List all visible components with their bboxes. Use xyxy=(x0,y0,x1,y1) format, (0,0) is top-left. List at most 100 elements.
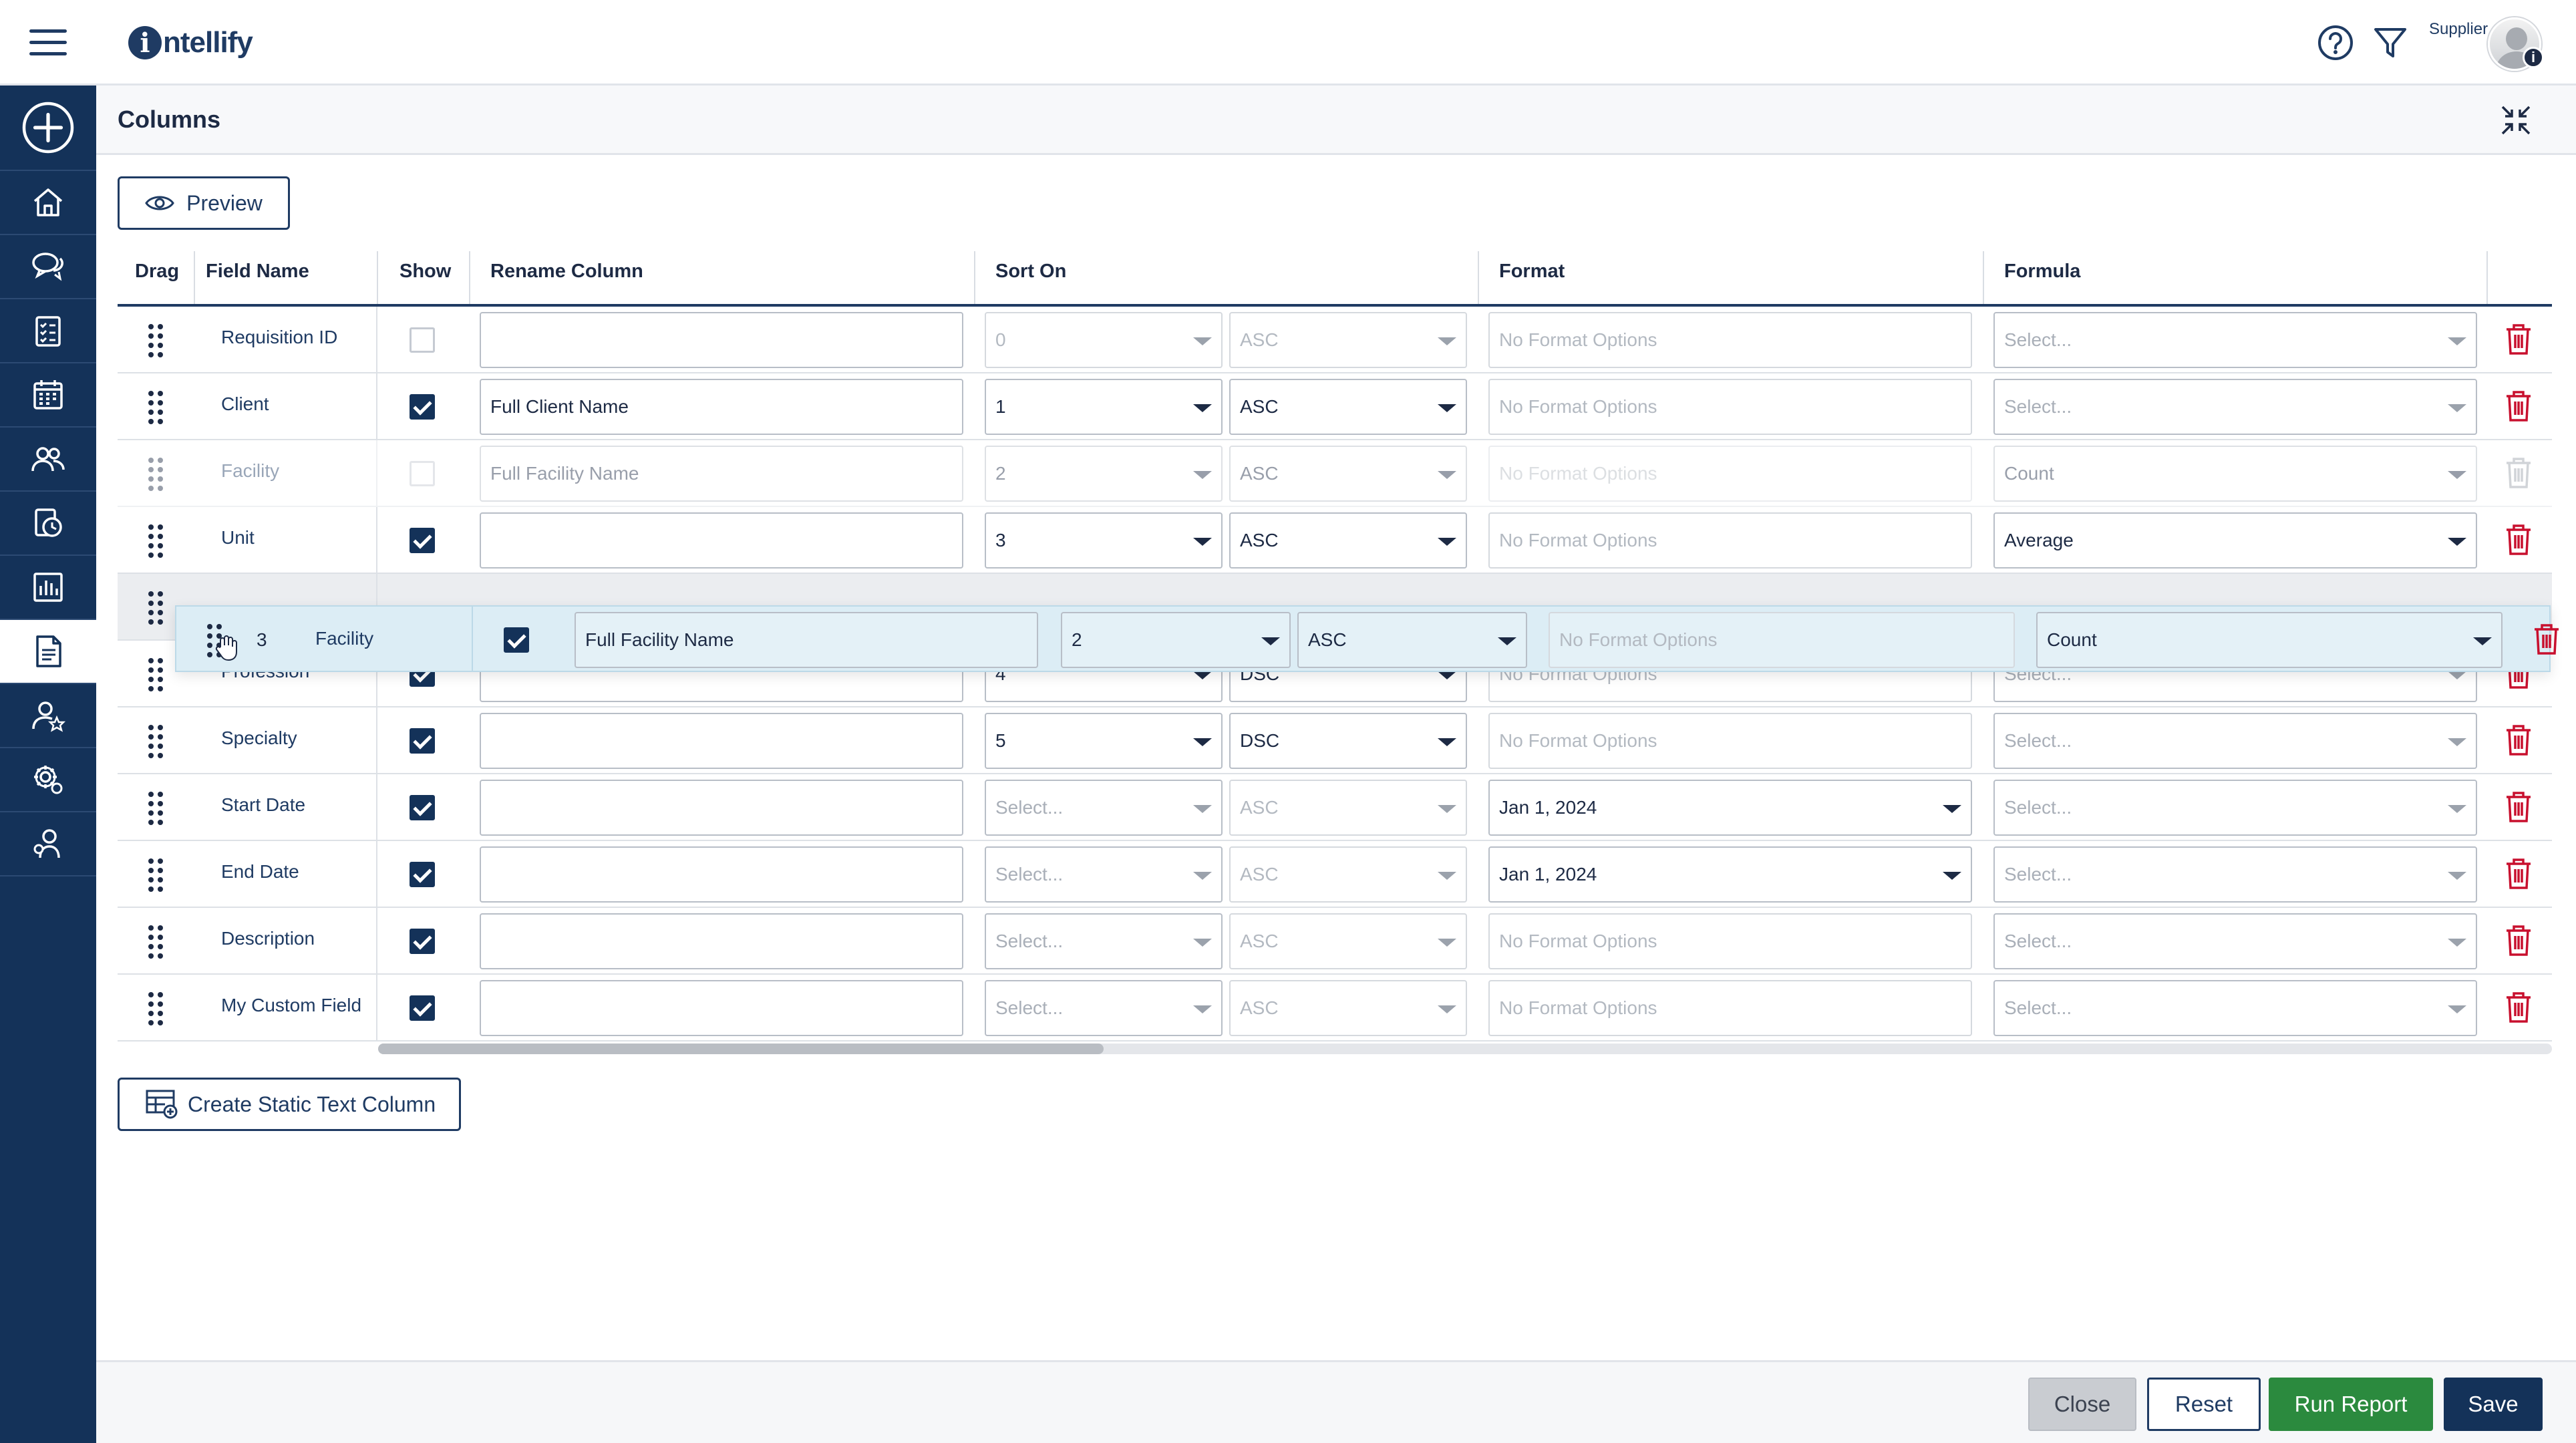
sort-order-select[interactable]: 5 xyxy=(985,713,1223,769)
drag-handle-icon[interactable] xyxy=(148,391,164,424)
sort-order-select[interactable]: 2 xyxy=(985,446,1223,502)
close-button[interactable]: Close xyxy=(2028,1378,2136,1431)
rename-column-input[interactable] xyxy=(480,780,963,836)
delete-trash-icon[interactable] xyxy=(2504,523,2533,556)
sidebar-item-reports[interactable] xyxy=(0,620,96,684)
rename-column-input[interactable] xyxy=(480,713,963,769)
drag-handle-icon[interactable] xyxy=(148,925,164,959)
drag-handle-icon[interactable] xyxy=(148,858,164,892)
horizontal-scrollbar-thumb[interactable] xyxy=(378,1044,1104,1054)
show-checkbox[interactable] xyxy=(410,394,435,420)
sort-direction-select[interactable]: ASC xyxy=(1229,379,1467,435)
sort-direction-select[interactable]: ASC xyxy=(1229,512,1467,569)
sidebar-item-configuration[interactable] xyxy=(0,748,96,812)
sort-order-select[interactable]: 0 xyxy=(985,312,1223,368)
preview-button[interactable]: Preview xyxy=(118,176,290,230)
sort-direction-select[interactable]: ASC xyxy=(1297,612,1527,668)
formula-select[interactable]: Select... xyxy=(1993,846,2477,903)
show-checkbox[interactable] xyxy=(410,728,435,754)
formula-select[interactable]: Select... xyxy=(1993,312,2477,368)
show-checkbox[interactable] xyxy=(410,327,435,353)
sidebar-item-people[interactable] xyxy=(0,428,96,492)
sidebar-item-analytics[interactable] xyxy=(0,556,96,620)
sidebar-item-create[interactable] xyxy=(0,86,96,171)
sort-order-select[interactable]: Select... xyxy=(985,780,1223,836)
rename-column-input[interactable]: Full Client Name xyxy=(480,379,963,435)
delete-trash-icon[interactable] xyxy=(2504,857,2533,891)
sort-order-select[interactable]: Select... xyxy=(985,846,1223,903)
delete-trash-icon[interactable] xyxy=(2504,724,2533,757)
drag-handle-icon[interactable] xyxy=(207,624,223,657)
sidebar-item-tasks[interactable] xyxy=(0,299,96,363)
show-checkbox[interactable] xyxy=(410,795,435,820)
drag-handle-icon[interactable] xyxy=(148,458,164,491)
rename-column-input[interactable] xyxy=(480,913,963,969)
delete-trash-icon[interactable] xyxy=(2532,623,2561,656)
rename-column-input[interactable] xyxy=(480,312,963,368)
show-checkbox[interactable] xyxy=(504,627,529,653)
formula-select[interactable]: Select... xyxy=(1993,980,2477,1036)
formula-select[interactable]: Select... xyxy=(1993,713,2477,769)
formula-select[interactable]: Average xyxy=(1993,512,2477,569)
formula-select[interactable]: Select... xyxy=(1993,379,2477,435)
sort-order-select[interactable]: Select... xyxy=(985,980,1223,1036)
sort-direction-select[interactable]: ASC xyxy=(1229,446,1467,502)
app-logo[interactable]: i ntellify xyxy=(128,23,253,63)
table-row: Specialty 5 DSC No Format Options Select… xyxy=(118,707,2552,774)
date-format-select[interactable]: Jan 1, 2024 xyxy=(1488,780,1972,836)
rename-column-input[interactable] xyxy=(480,846,963,903)
filter-icon[interactable] xyxy=(2370,23,2410,63)
formula-select[interactable]: Count xyxy=(1993,446,2477,502)
sort-direction-select[interactable]: ASC xyxy=(1229,913,1467,969)
formula-select[interactable]: Select... xyxy=(1993,780,2477,836)
sidebar-item-user-admin[interactable] xyxy=(0,812,96,876)
sort-order-select[interactable]: Select... xyxy=(985,913,1223,969)
drag-handle-icon[interactable] xyxy=(148,324,164,357)
sort-direction-select[interactable]: ASC xyxy=(1229,846,1467,903)
sidebar-item-messages[interactable] xyxy=(0,235,96,299)
collapse-icon[interactable] xyxy=(2497,102,2535,139)
rename-column-input[interactable]: Full Facility Name xyxy=(575,612,1038,668)
save-button[interactable]: Save xyxy=(2444,1378,2543,1431)
rename-column-input[interactable] xyxy=(480,980,963,1036)
hamburger-menu-icon[interactable] xyxy=(29,29,67,56)
drag-handle-icon[interactable] xyxy=(148,658,164,691)
sidebar-item-home[interactable] xyxy=(0,171,96,235)
sidebar-item-timesheets[interactable] xyxy=(0,492,96,556)
sort-order-select[interactable]: 2 xyxy=(1061,612,1291,668)
drag-handle-icon[interactable] xyxy=(148,591,164,625)
create-static-text-column-button[interactable]: Create Static Text Column xyxy=(118,1078,461,1131)
sort-order-select[interactable]: 1 xyxy=(985,379,1223,435)
dragging-row[interactable]: 3 Facility Full Facility Name 2 ASC No F… xyxy=(175,605,2559,672)
delete-trash-icon[interactable] xyxy=(2504,991,2533,1024)
sidebar-item-candidates[interactable] xyxy=(0,684,96,748)
show-checkbox[interactable] xyxy=(410,528,435,553)
delete-trash-icon[interactable] xyxy=(2504,456,2533,490)
delete-trash-icon[interactable] xyxy=(2504,924,2533,957)
drag-handle-icon[interactable] xyxy=(148,725,164,758)
formula-select[interactable]: Count xyxy=(2036,612,2503,668)
delete-trash-icon[interactable] xyxy=(2504,790,2533,824)
show-checkbox[interactable] xyxy=(410,461,435,486)
sort-direction-select[interactable]: DSC xyxy=(1229,713,1467,769)
sort-order-select[interactable]: 3 xyxy=(985,512,1223,569)
show-checkbox[interactable] xyxy=(410,862,435,887)
rename-column-input[interactable] xyxy=(480,512,963,569)
run-report-button[interactable]: Run Report xyxy=(2269,1378,2433,1431)
delete-trash-icon[interactable] xyxy=(2504,389,2533,423)
sort-direction-select[interactable]: ASC xyxy=(1229,980,1467,1036)
show-checkbox[interactable] xyxy=(410,995,435,1021)
help-icon[interactable] xyxy=(2315,23,2356,63)
show-checkbox[interactable] xyxy=(410,929,435,954)
sort-direction-select[interactable]: ASC xyxy=(1229,312,1467,368)
rename-column-input[interactable]: Full Facility Name xyxy=(480,446,963,502)
delete-trash-icon[interactable] xyxy=(2504,323,2533,356)
sort-direction-select[interactable]: ASC xyxy=(1229,780,1467,836)
reset-button[interactable]: Reset xyxy=(2147,1378,2261,1431)
drag-handle-icon[interactable] xyxy=(148,524,164,558)
drag-handle-icon[interactable] xyxy=(148,992,164,1025)
formula-select[interactable]: Select... xyxy=(1993,913,2477,969)
drag-handle-icon[interactable] xyxy=(148,792,164,825)
sidebar-item-calendar[interactable] xyxy=(0,363,96,428)
date-format-select[interactable]: Jan 1, 2024 xyxy=(1488,846,1972,903)
